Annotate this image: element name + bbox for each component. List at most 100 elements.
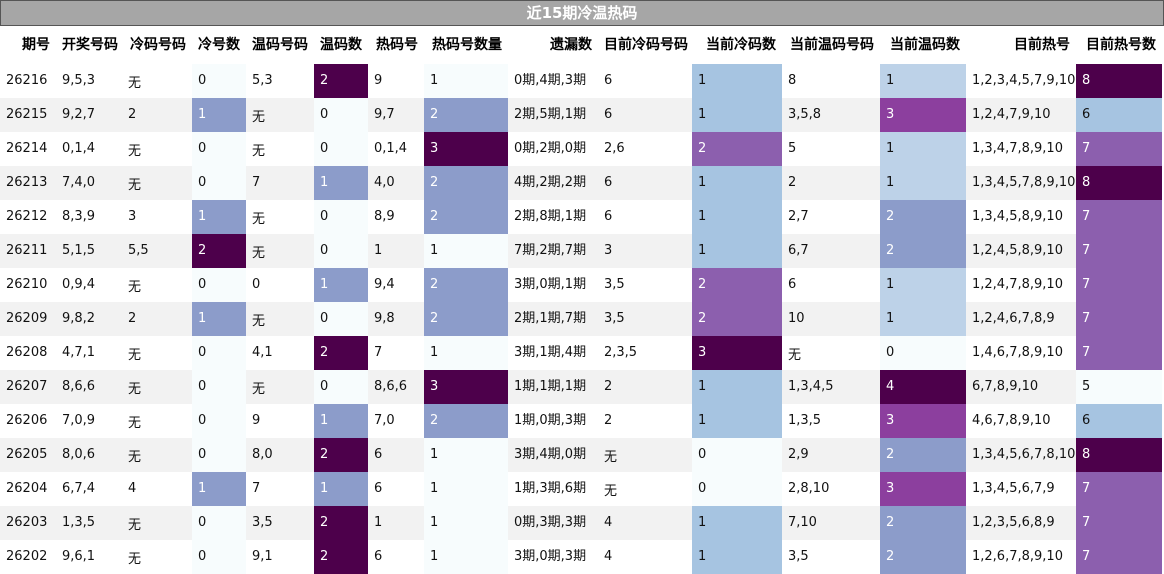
table-cell: 无 [122,166,192,200]
table-cell: 10 [782,302,880,336]
table-cell: 无 [122,540,192,574]
column-header: 目前冷码号码 [604,37,688,53]
heatmap-cell: 2 [314,336,368,370]
heatmap-cell: 1 [692,200,782,234]
table-cell: 26205 [0,438,56,472]
table-cell: 6 [368,540,424,574]
heatmap-cell: 6 [1076,404,1162,438]
table-cell: 无 [122,438,192,472]
heatmap-cell: 1 [424,540,508,574]
heatmap-cell: 1 [880,166,966,200]
table-cell: 无 [122,132,192,166]
table-cell: 6 [368,438,424,472]
table-cell: 无 [122,336,192,370]
table-cell: 无 [122,506,192,540]
table-cell: 2,7 [782,200,880,234]
table-cell: 无 [246,132,314,166]
heatmap-cell: 1 [880,64,966,98]
heatmap-cell: 0 [314,98,368,132]
heatmap-cell: 1 [692,64,782,98]
heatmap-cell: 0 [192,370,246,404]
table-cell: 0,9,4 [56,268,122,302]
heatmap-cell: 7 [1076,336,1162,370]
column-header: 遗漏数 [550,37,592,53]
heatmap-cell: 1 [880,302,966,336]
heatmap-cell: 2 [424,268,508,302]
heatmap-cell: 1 [192,302,246,336]
heatmap-cell: 7 [1076,506,1162,540]
table-cell: 无 [246,302,314,336]
heatmap-cell: 0 [192,438,246,472]
table-cell: 无 [122,370,192,404]
heatmap-cell: 2 [880,234,966,268]
heatmap-cell: 0 [692,438,782,472]
table-cell: 26207 [0,370,56,404]
heatmap-cell: 6 [1076,98,1162,132]
column-header: 当前温码数 [890,37,960,53]
heatmap-cell: 2 [314,540,368,574]
table-cell: 7期,2期,7期 [508,234,598,268]
heatmap-cell: 1 [314,166,368,200]
table-cell: 1 [368,506,424,540]
heatmap-cell: 3 [424,132,508,166]
table-cell: 无 [598,472,692,506]
table-cell: 8,6,6 [368,370,424,404]
heatmap-cell: 1 [424,506,508,540]
heatmap-cell: 0 [192,404,246,438]
table-cell: 9,6,1 [56,540,122,574]
heatmap-cell: 2 [192,234,246,268]
table-cell: 2 [782,166,880,200]
table-cell: 26206 [0,404,56,438]
heatmap-cell: 7 [1076,268,1162,302]
table-cell: 26208 [0,336,56,370]
table-cell: 26211 [0,234,56,268]
table-cell: 26216 [0,64,56,98]
table-cell: 9,8 [368,302,424,336]
column-header: 期号 [22,37,50,53]
column-header: 热码号数量 [432,37,502,53]
table-cell: 2期,1期,7期 [508,302,598,336]
table-cell: 4 [122,472,192,506]
table-cell: 5,3 [246,64,314,98]
heatmap-cell: 1 [192,200,246,234]
column-header: 冷号数 [198,37,240,53]
table-cell: 0期,2期,0期 [508,132,598,166]
table-cell: 1,3,5 [56,506,122,540]
heatmap-cell: 0 [314,200,368,234]
table-cell: 26202 [0,540,56,574]
table-cell: 4 [598,506,692,540]
table-cell: 6 [782,268,880,302]
table-cell: 1,2,4,5,8,9,10 [966,234,1076,268]
heatmap-cell: 7 [1076,234,1162,268]
table-cell: 1,3,4,5,8,9,10 [966,200,1076,234]
table-cell: 无 [246,370,314,404]
column-header: 温码号码 [252,37,308,53]
table-cell: 1期,0期,3期 [508,404,598,438]
column-header: 当前温码号码 [790,37,874,53]
table-cell: 1,2,6,7,8,9,10 [966,540,1076,574]
heatmap-cell: 2 [424,302,508,336]
heatmap-cell: 8 [1076,438,1162,472]
table-cell: 无 [246,98,314,132]
table-cell: 无 [122,268,192,302]
heatmap-cell: 0 [192,268,246,302]
column-header: 目前热号数 [1086,37,1156,53]
table-cell: 1,3,4,5,7,8,9,10 [966,166,1076,200]
heatmap-cell: 1 [192,472,246,506]
table-cell: 9 [368,64,424,98]
heatmap-cell: 2 [880,438,966,472]
table-cell: 8,3,9 [56,200,122,234]
heatmap-cell: 1 [880,132,966,166]
heatmap-cell: 8 [1076,64,1162,98]
table-cell: 2期,8期,1期 [508,200,598,234]
table-cell: 1,2,4,7,9,10 [966,98,1076,132]
heatmap-cell: 7 [1076,302,1162,336]
table-cell: 1,3,4,5 [782,370,880,404]
table-cell: 3 [598,234,692,268]
heatmap-cell: 8 [1076,166,1162,200]
table-cell: 0,1,4 [56,132,122,166]
table-cell: 9,7 [368,98,424,132]
table-cell: 1期,3期,6期 [508,472,598,506]
column-header: 目前热号 [1014,37,1070,53]
table-cell: 6,7,8,9,10 [966,370,1076,404]
